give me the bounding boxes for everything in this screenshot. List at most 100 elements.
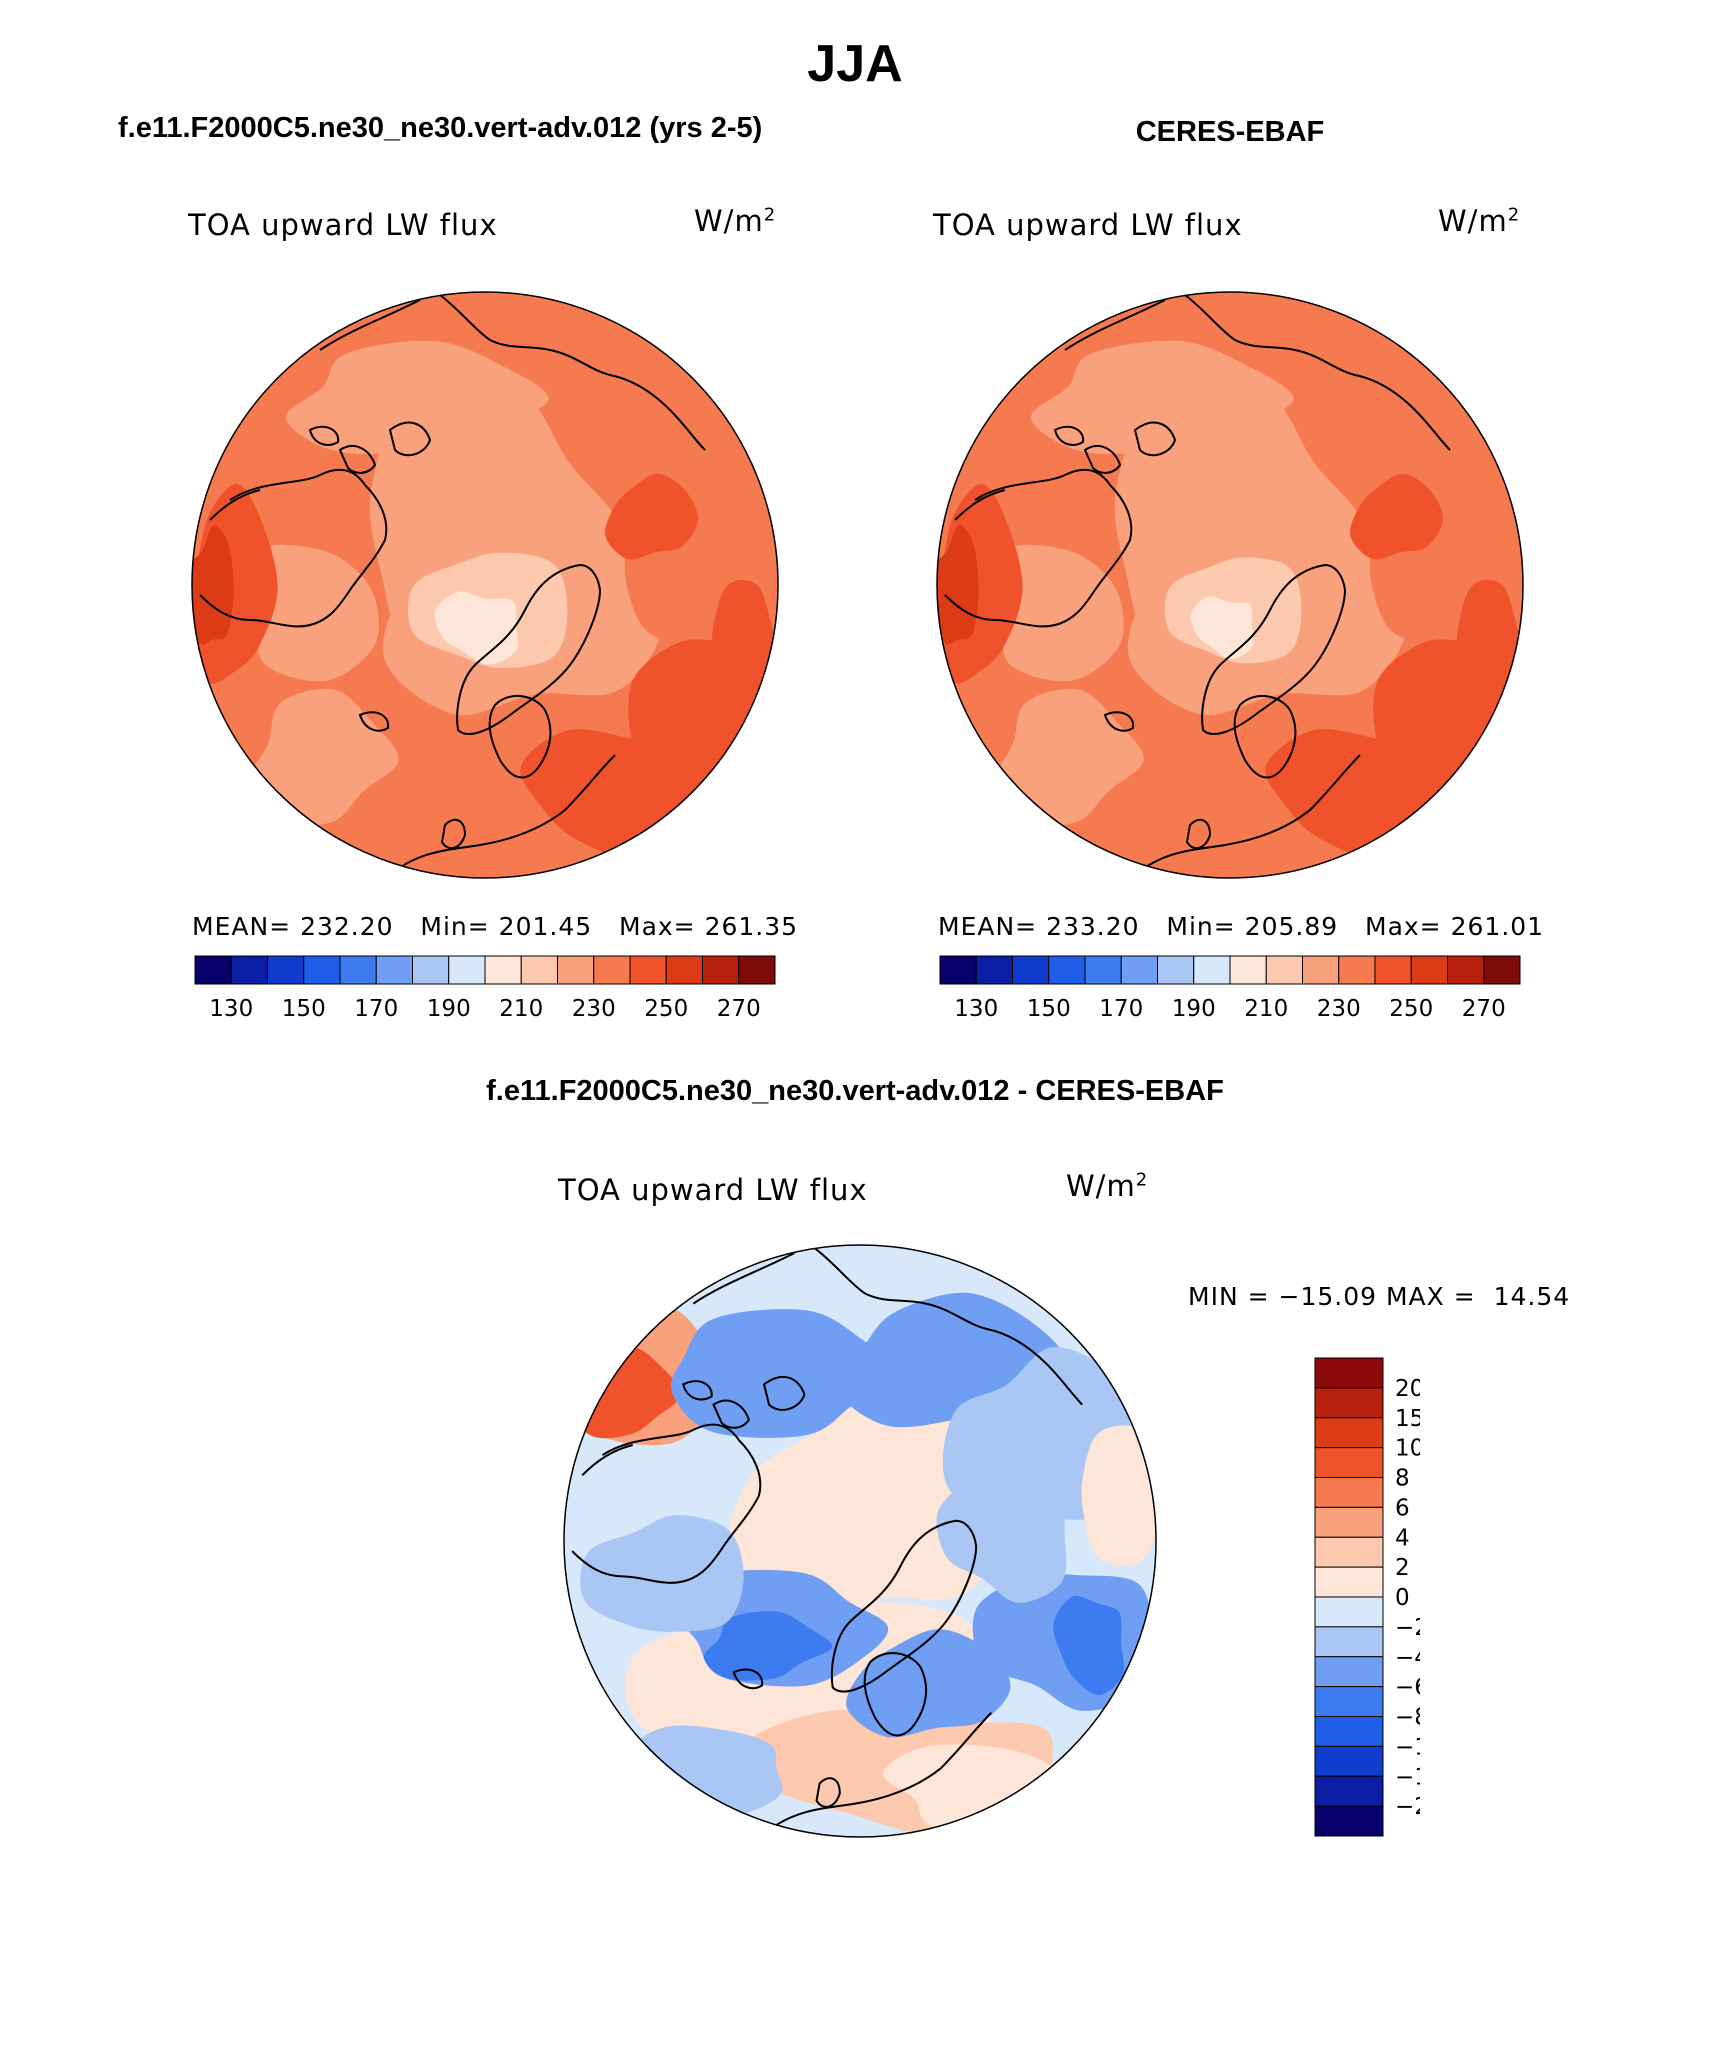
- colorbar-box: [1314, 1745, 1384, 1777]
- coastline-8: [358, 711, 390, 732]
- colorbar-box: [1314, 1477, 1384, 1508]
- coastline-1: [571, 1423, 762, 1584]
- coastline-9: [1134, 754, 1361, 876]
- panel-header-model: f.e11.F2000C5.ne30_ne30.vert-adv.012 (yr…: [118, 112, 763, 144]
- polar-map-obs: [936, 291, 1524, 879]
- coastline-7: [440, 818, 467, 850]
- flux-contour-4: [1190, 596, 1254, 660]
- colorbar-box: [1012, 955, 1050, 985]
- figure-title: JJA: [807, 35, 903, 93]
- colorbar-box: [1314, 1506, 1384, 1538]
- map-field: [192, 292, 778, 878]
- colorbar-box: [1314, 1447, 1384, 1478]
- coastline-10: [581, 1444, 633, 1477]
- diff-contour-15: [936, 1479, 1067, 1603]
- diff-contour-17: [1081, 1425, 1156, 1566]
- flux-contour-13: [1350, 473, 1444, 560]
- coastline-3: [1053, 425, 1085, 446]
- colorbar-tick-label: −20: [1395, 1794, 1420, 1820]
- coastline-0: [1201, 563, 1347, 735]
- coastline-7: [1185, 818, 1212, 850]
- colorbar-box: [1120, 955, 1158, 985]
- coastline-0: [456, 563, 602, 735]
- colorbar-box: [1048, 955, 1086, 985]
- colorbar-box: [1314, 1716, 1384, 1747]
- colorbar-tick-label: 6: [1395, 1495, 1410, 1521]
- variable-label-diff: TOA upward LW flux: [558, 1173, 868, 1207]
- colorbar-box: [975, 955, 1013, 985]
- colorbar-box: [1314, 1686, 1384, 1717]
- colorbar-tick-label: −2: [1395, 1615, 1420, 1641]
- map-field: [937, 292, 1523, 878]
- coastline-0: [830, 1519, 978, 1693]
- colorbar-box: [520, 955, 558, 985]
- coastline-1: [944, 468, 1133, 628]
- stats-obs: MEAN= 233.20 Min= 205.89 Max= 261.01: [938, 912, 1545, 941]
- colorbar-tick-label: 250: [1389, 996, 1433, 1022]
- coastline-5: [692, 1247, 1083, 1406]
- colorbar-tick-label: −15: [1395, 1764, 1420, 1790]
- colorbar-tick-label: −10: [1395, 1734, 1420, 1760]
- flux-contour-8: [192, 525, 234, 645]
- colorbar-tick-label: −4: [1395, 1645, 1420, 1671]
- diff-contour-10: [1053, 1595, 1125, 1696]
- colorbar-box: [339, 955, 377, 985]
- colorbar-box: [375, 955, 413, 985]
- colorbar-box: [1314, 1357, 1384, 1389]
- colorbar-box: [1193, 955, 1231, 985]
- diff-contour-6: [671, 1309, 914, 1438]
- colorbar-tick-label: 190: [1172, 996, 1216, 1022]
- variable-label-obs: TOA upward LW flux: [933, 208, 1243, 242]
- diff-contour-12: [703, 1611, 833, 1681]
- colorbar-tick-label: 20: [1395, 1376, 1420, 1402]
- colorbar-tick-label: 250: [644, 996, 688, 1022]
- colorbar-tick-label: 230: [1317, 996, 1361, 1022]
- variable-label-model: TOA upward LW flux: [188, 208, 498, 242]
- coastline-9: [763, 1712, 993, 1835]
- diff-contour-14: [580, 1515, 744, 1632]
- colorbar-tick-label: 2: [1395, 1555, 1410, 1581]
- colorbar-box: [484, 955, 522, 985]
- colorbar-model: 130 150 170 190 210 230 250 270: [194, 955, 776, 1022]
- colorbar-tick-label: 15: [1395, 1406, 1420, 1432]
- colorbar-box: [1314, 1387, 1384, 1419]
- coastline-6: [863, 1652, 928, 1737]
- colorbar-box: [1410, 955, 1448, 985]
- stats-model: MEAN= 232.20 Min= 201.45 Max= 261.35: [192, 912, 799, 941]
- panel-header-obs: CERES-EBAF: [1135, 116, 1325, 148]
- colorbar-box: [448, 955, 486, 985]
- coastline-6: [488, 694, 552, 779]
- colorbar-box: [593, 955, 631, 985]
- colorbar-obs: 130 150 170 190 210 230 250 270: [939, 955, 1521, 1022]
- colorbar-box: [939, 955, 977, 985]
- coastline-3: [682, 1380, 713, 1401]
- map-border: [191, 291, 779, 879]
- coastline-6: [1233, 694, 1297, 779]
- panel-header-diff: f.e11.F2000C5.ne30_ne30.vert-adv.012 - C…: [486, 1075, 1224, 1107]
- colorbar-tick-label: 4: [1395, 1525, 1410, 1551]
- colorbar-box: [665, 955, 703, 985]
- coastlines: [944, 294, 1451, 876]
- coastlines: [199, 294, 706, 876]
- colorbar-box: [1229, 955, 1267, 985]
- polar-map-diff: [563, 1244, 1157, 1838]
- colorbar-tick-label: 170: [354, 996, 398, 1022]
- colorbar-tick-label: 210: [1244, 996, 1288, 1022]
- coastline-2: [1083, 445, 1122, 474]
- unit-label-model: W/m2: [694, 204, 777, 238]
- flux-contour-8: [937, 525, 979, 645]
- colorbar-tick-label: 150: [282, 996, 326, 1022]
- colorbar-box: [1447, 955, 1485, 985]
- coastline-5: [1064, 294, 1451, 451]
- colorbar-box: [1084, 955, 1122, 985]
- map-border: [563, 1244, 1157, 1838]
- colorbar-box: [1314, 1566, 1384, 1598]
- coastline-3: [308, 425, 340, 446]
- colorbar-box: [738, 955, 776, 985]
- colorbar-box: [1374, 955, 1412, 985]
- colorbar-tick-label: −6: [1395, 1675, 1420, 1701]
- coastline-4: [1133, 421, 1177, 457]
- colorbar-box: [1265, 955, 1303, 985]
- colorbar-box: [1314, 1656, 1384, 1688]
- coastline-4: [762, 1375, 806, 1411]
